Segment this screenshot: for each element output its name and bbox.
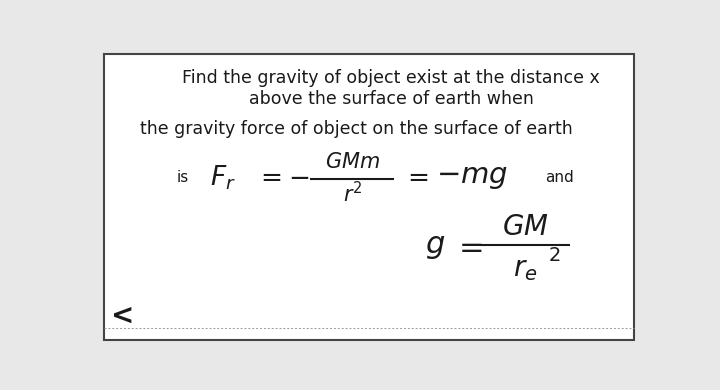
Text: $-\mathit{mg}$: $-\mathit{mg}$ (436, 163, 508, 191)
Text: $\mathit{g}$: $\mathit{g}$ (425, 232, 445, 261)
FancyBboxPatch shape (104, 54, 634, 340)
Text: Find the gravity of object exist at the distance x: Find the gravity of object exist at the … (182, 69, 600, 87)
Text: and: and (545, 170, 574, 185)
Text: $\mathit{r}_e$: $\mathit{r}_e$ (513, 255, 538, 283)
Text: is: is (176, 170, 189, 185)
Text: $\mathit{F}_r$: $\mathit{F}_r$ (210, 163, 235, 191)
Text: above the surface of earth when: above the surface of earth when (249, 90, 534, 108)
Text: $-$: $-$ (288, 165, 310, 190)
Text: $=$: $=$ (453, 232, 483, 261)
Text: $=$: $=$ (255, 165, 281, 190)
Text: $\mathit{GM}$: $\mathit{GM}$ (502, 213, 549, 241)
Text: the gravity force of object on the surface of earth: the gravity force of object on the surfa… (140, 121, 573, 138)
Text: $=$: $=$ (402, 165, 429, 190)
Text: $\mathit{r}^2$: $\mathit{r}^2$ (343, 181, 362, 207)
Text: $2$: $2$ (547, 246, 560, 265)
Text: $\mathit{GMm}$: $\mathit{GMm}$ (325, 152, 380, 172)
Text: <: < (111, 301, 135, 330)
